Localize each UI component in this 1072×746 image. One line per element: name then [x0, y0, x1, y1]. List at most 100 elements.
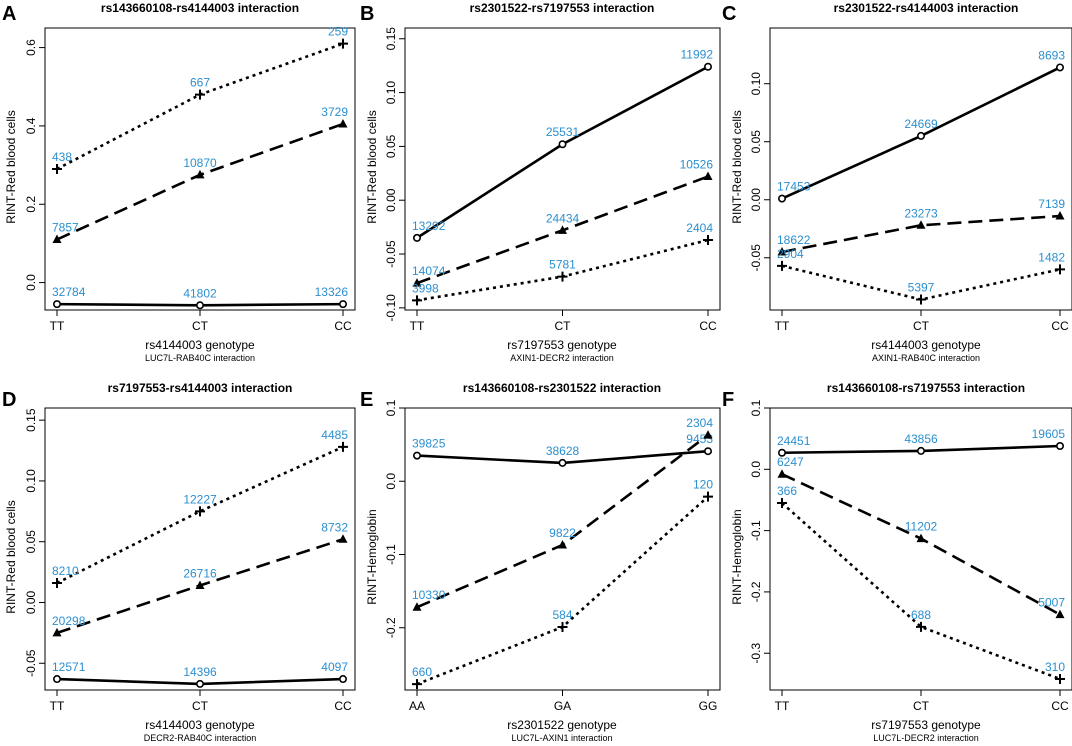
x-tick-label: CC	[334, 319, 352, 333]
data-label: 10330	[412, 588, 446, 602]
panel-title: rs143660108-rs4144003 interaction	[101, 1, 299, 15]
data-label: 24434	[546, 211, 580, 225]
point-marker-plus	[412, 295, 422, 306]
data-label: 24669	[904, 117, 938, 131]
x-axis-label: rs7197553 genotype	[871, 718, 981, 732]
x-axis-label: rs4144003 genotype	[871, 338, 981, 352]
point-marker-circle	[196, 679, 205, 688]
point-marker-circle	[777, 194, 786, 203]
y-axis-label: RINT-Hemoglobin	[365, 509, 379, 604]
point-marker-plus	[703, 235, 713, 246]
data-label: 3729	[321, 105, 348, 119]
y-tick-label: 0.0	[749, 461, 763, 478]
x-tick-label: TT	[50, 319, 65, 333]
data-label: 5007	[1038, 596, 1065, 610]
y-tick-label: 0.4	[24, 117, 38, 134]
x-tick-label: CT	[192, 699, 209, 713]
panel-title: rs2301522-rs7197553 interaction	[470, 1, 655, 15]
y-tick-label: 0.6	[24, 39, 38, 56]
x-tick-label: TT	[775, 319, 790, 333]
series-line-dashed	[56, 122, 344, 241]
x-axis-sublabel: DECR2-RAB40C interaction	[144, 733, 257, 743]
point-marker-triangle	[703, 171, 713, 181]
data-label: 11202	[905, 520, 938, 534]
point-marker-plus	[195, 506, 205, 517]
data-label: 584	[552, 608, 572, 622]
y-tick-label: 0.10	[384, 81, 398, 105]
y-tick-label: 0.00	[24, 590, 38, 614]
data-label: 438	[52, 150, 72, 164]
point-marker-circle	[196, 301, 205, 310]
panel-letter: C	[722, 3, 736, 25]
point-marker-plus	[338, 38, 348, 49]
data-label: 667	[190, 76, 210, 90]
y-tick-label: -0.1	[749, 520, 763, 541]
data-label: 25531	[546, 125, 580, 139]
x-tick-label: CC	[334, 699, 352, 713]
point-marker-circle	[1056, 63, 1065, 72]
data-label: 32784	[52, 285, 86, 299]
point-marker-triangle	[338, 118, 348, 128]
point-marker-plus	[703, 491, 713, 502]
data-label: 4485	[321, 428, 348, 442]
point-marker-circle	[916, 446, 925, 455]
point-marker-triangle	[195, 169, 205, 179]
x-tick-label: CC	[1051, 699, 1069, 713]
data-label: 38628	[546, 444, 580, 458]
x-tick-label: CC	[699, 319, 717, 333]
point-marker-plus	[916, 621, 926, 632]
data-label: 6247	[777, 455, 804, 469]
point-marker-circle	[703, 62, 712, 71]
y-tick-label: 0.00	[384, 188, 398, 212]
y-axis-label: RINT-Red blood cells	[4, 500, 18, 613]
x-axis-sublabel: LUC7L-AXIN1 interaction	[511, 733, 612, 743]
panel-title: rs143660108-rs2301522 interaction	[463, 381, 661, 395]
y-axis-label: RINT-Red blood cells	[730, 110, 744, 223]
series-line-dashed	[781, 473, 1061, 616]
data-label: 8693	[1038, 48, 1065, 62]
panel-f: F rs143660108-rs7197553 interaction rs71…	[722, 381, 1072, 743]
y-tick-label: 0.05	[24, 530, 38, 554]
data-label: 5397	[908, 281, 935, 295]
data-label: 10526	[680, 158, 714, 172]
data-label: 13292	[412, 219, 446, 233]
point-marker-triangle	[412, 602, 422, 611]
series-line-dotted	[416, 495, 709, 686]
y-tick-label: -0.2	[749, 581, 763, 602]
point-marker-plus	[777, 260, 787, 271]
data-label: 20298	[52, 614, 86, 628]
x-axis-label: rs2301522 genotype	[507, 718, 617, 732]
point-marker-plus	[557, 271, 568, 282]
data-label: 43856	[904, 432, 938, 446]
series-line-dotted	[56, 42, 344, 171]
data-label: 2904	[777, 247, 804, 261]
x-tick-label: TT	[410, 319, 425, 333]
y-tick-label: 0.05	[384, 134, 398, 158]
point-marker-triangle	[777, 469, 787, 478]
plot-frame	[769, 27, 1072, 311]
point-marker-triangle	[558, 539, 567, 549]
point-marker-circle	[558, 140, 567, 149]
data-label: 9822	[549, 526, 576, 540]
point-marker-circle	[777, 448, 786, 457]
y-tick-label: 0.05	[749, 130, 763, 154]
y-tick-label: 0.10	[24, 469, 38, 493]
panel-letter: F	[722, 389, 734, 411]
point-marker-plus	[557, 622, 568, 633]
point-marker-triangle	[703, 430, 713, 439]
data-label: 366	[777, 484, 797, 498]
y-tick-label: 0.0	[384, 473, 398, 490]
point-marker-plus	[52, 578, 62, 589]
series-line-dashed	[781, 214, 1061, 254]
data-label: 2404	[686, 221, 713, 235]
panel-d: D rs7197553-rs4144003 interaction rs4144…	[2, 381, 356, 743]
panel-e: E rs143660108-rs2301522 interaction rs23…	[360, 381, 721, 743]
x-axis-sublabel: LUC7L-RAB40C interaction	[145, 353, 255, 363]
data-label: 4097	[321, 660, 348, 674]
point-marker-circle	[52, 300, 61, 309]
x-axis-label: rs4144003 genotype	[145, 718, 255, 732]
y-axis-label: RINT-Red blood cells	[4, 110, 18, 223]
data-label: 8210	[52, 564, 79, 578]
x-tick-label: CT	[555, 319, 572, 333]
point-marker-circle	[412, 233, 421, 242]
